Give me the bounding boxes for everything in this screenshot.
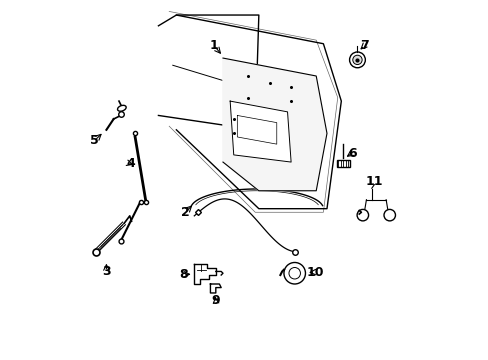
FancyBboxPatch shape <box>336 159 349 167</box>
Text: 2: 2 <box>181 206 189 219</box>
Text: 11: 11 <box>365 175 382 188</box>
Text: 6: 6 <box>347 147 356 159</box>
Text: 1: 1 <box>209 39 218 52</box>
Polygon shape <box>210 284 221 293</box>
Polygon shape <box>230 101 290 162</box>
Text: 4: 4 <box>126 157 135 170</box>
Polygon shape <box>158 15 258 130</box>
Polygon shape <box>176 15 341 209</box>
Text: 5: 5 <box>90 134 99 147</box>
Text: 9: 9 <box>211 294 220 307</box>
Circle shape <box>383 210 395 221</box>
Circle shape <box>352 55 362 64</box>
Text: 10: 10 <box>306 266 323 279</box>
Text: 7: 7 <box>360 39 368 52</box>
Circle shape <box>349 52 365 68</box>
Ellipse shape <box>117 105 126 111</box>
Polygon shape <box>194 264 215 284</box>
Circle shape <box>356 210 368 221</box>
Circle shape <box>284 262 305 284</box>
Circle shape <box>288 267 300 279</box>
Polygon shape <box>223 58 326 191</box>
Text: 3: 3 <box>102 265 110 278</box>
Text: 8: 8 <box>179 268 187 281</box>
